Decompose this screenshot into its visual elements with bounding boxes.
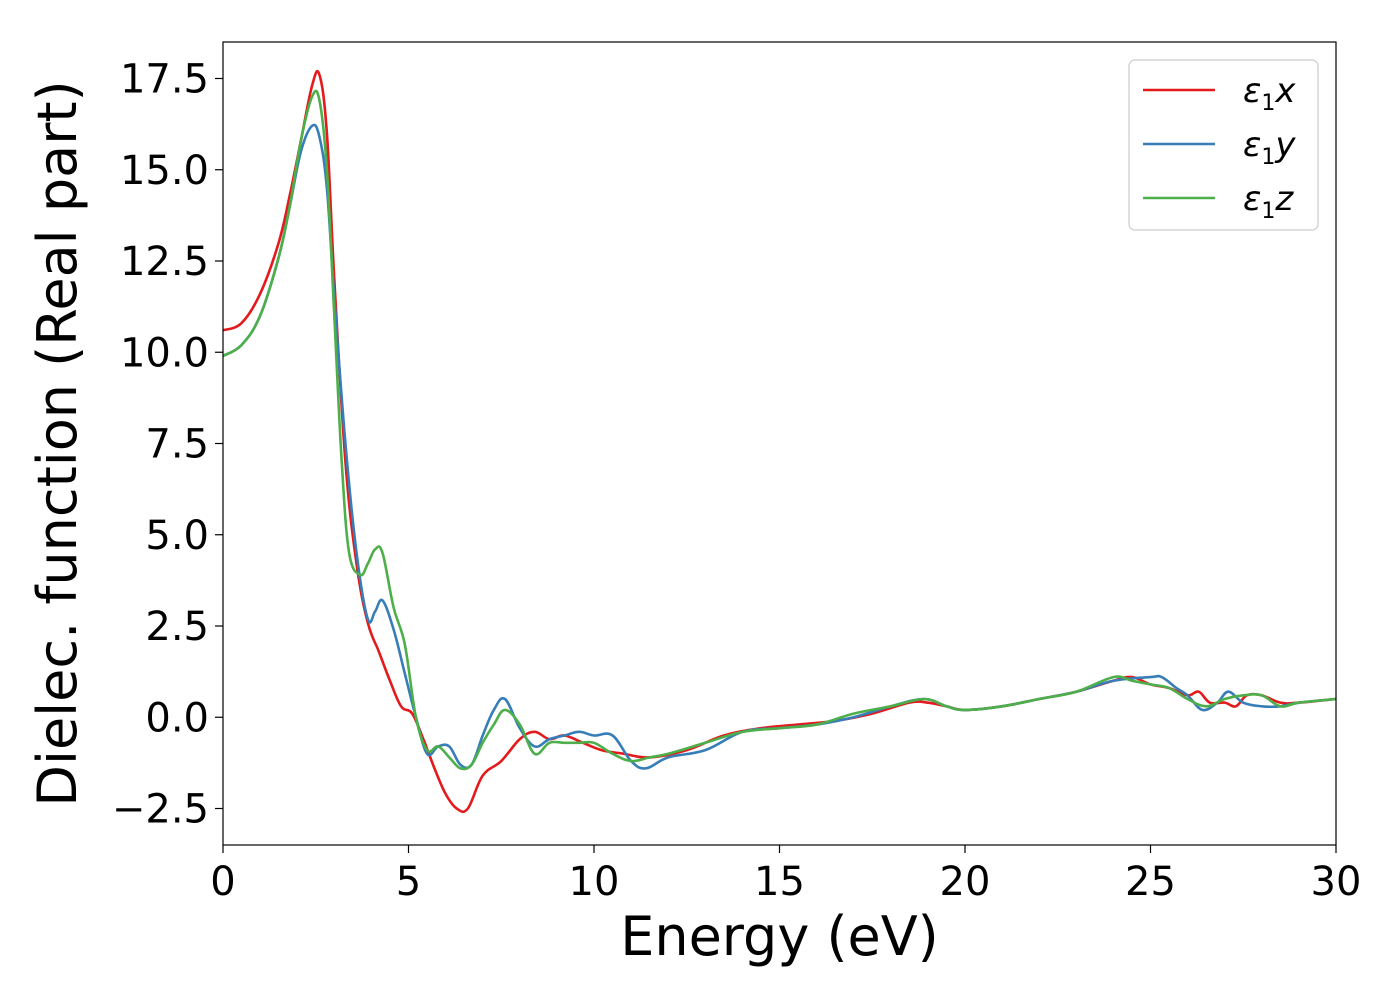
y-tick-label: 10.0 — [120, 330, 209, 376]
y-axis-ticks: −2.5 0.0 2.5 5.0 7.5 10.0 12.5 15.0 17.5 — [112, 57, 223, 833]
y-tick-label: 12.5 — [120, 239, 209, 285]
legend-box — [1128, 59, 1319, 231]
series-lines — [223, 69, 1336, 814]
y-tick-label: −2.5 — [112, 787, 209, 833]
x-tick-label: 0 — [210, 859, 235, 905]
x-tick-label: 20 — [940, 859, 991, 905]
x-tick-label: 10 — [569, 859, 620, 905]
x-tick-label: 5 — [396, 859, 421, 905]
legend-label: ε1z — [1243, 179, 1294, 224]
legend-label: ε1y — [1243, 125, 1296, 170]
legend-label: ε1x — [1243, 71, 1296, 116]
series-line-y — [223, 123, 1336, 770]
x-axis-label: Energy (eV) — [620, 905, 939, 968]
y-tick-label: 0.0 — [145, 695, 209, 741]
x-tick-label: 25 — [1125, 859, 1176, 905]
x-tick-label: 30 — [1311, 859, 1362, 905]
y-tick-label: 7.5 — [145, 422, 209, 468]
y-tick-label: 2.5 — [145, 604, 209, 650]
y-tick-label: 15.0 — [120, 148, 209, 194]
y-axis-label: Dielec. function (Real part) — [26, 80, 89, 806]
y-tick-label: 5.0 — [145, 513, 209, 559]
legend: ε1x ε1y ε1z — [1128, 59, 1319, 231]
y-tick-label: 17.5 — [120, 57, 209, 103]
x-tick-label: 15 — [754, 859, 805, 905]
x-axis-ticks: 0 5 10 15 20 25 30 — [210, 845, 1361, 905]
series-line-z — [223, 89, 1336, 771]
